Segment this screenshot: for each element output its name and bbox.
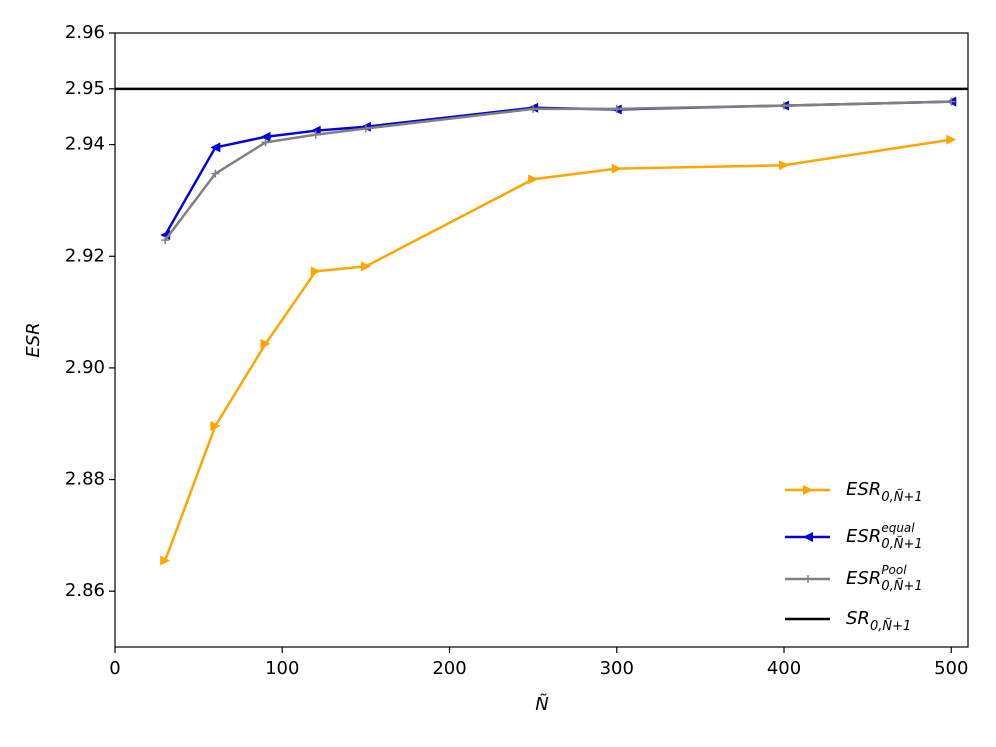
legend-sub: 0,Ñ+1 [881, 536, 922, 552]
marker [210, 142, 221, 153]
y-axis-label: ESR [23, 322, 44, 357]
marker [310, 266, 321, 277]
marker [779, 160, 790, 171]
legend-label: ESRPool 0,Ñ+1 [846, 563, 923, 594]
marker [780, 101, 789, 110]
legend-marker [803, 532, 813, 542]
marker [311, 130, 320, 139]
legend-label: ESRequal 0,Ñ+1 [846, 521, 923, 552]
legend-label: ESR0,Ñ+1 [846, 479, 923, 505]
legend-name: SR [846, 608, 870, 629]
marker [261, 138, 270, 147]
marker [946, 134, 957, 145]
marker [612, 104, 621, 113]
y-tick-label: 2.88 [65, 469, 105, 490]
series-line [164, 100, 952, 236]
legend-marker [803, 485, 813, 495]
legend-sub: 0,Ñ+1 [881, 489, 922, 505]
x-tick-label: 300 [600, 658, 634, 679]
marker [528, 174, 539, 185]
legend-name: ESR [846, 568, 881, 589]
marker [260, 338, 271, 349]
marker [160, 555, 171, 566]
marker [211, 169, 220, 178]
x-tick-label: 0 [109, 658, 120, 679]
marker [210, 420, 221, 431]
x-tick-label: 400 [767, 658, 801, 679]
legend-sub: 0,Ñ+1 [881, 578, 922, 594]
y-tick-label: 2.95 [65, 78, 105, 99]
y-tick-label: 2.90 [65, 357, 105, 378]
legend-sub: 0,Ñ+1 [870, 618, 911, 634]
series-line [164, 100, 952, 241]
x-tick-label: 200 [432, 658, 466, 679]
marker [161, 236, 170, 245]
legend-name: ESR [846, 526, 881, 547]
y-tick-label: 2.92 [65, 245, 105, 266]
legend-label: SR0,Ñ+1 [846, 608, 911, 634]
legend-sup: equal [881, 521, 915, 535]
legend-name: ESR [846, 479, 881, 500]
y-tick-label: 2.86 [65, 580, 105, 601]
marker [360, 261, 371, 272]
legend-sup: Pool [881, 563, 907, 577]
legend-marker [804, 575, 812, 583]
marker [529, 104, 538, 113]
marker [260, 131, 271, 142]
x-tick-label: 100 [265, 658, 299, 679]
plot-frame [114, 32, 969, 648]
x-tick-label: 500 [934, 658, 968, 679]
y-tick-label: 2.94 [65, 134, 105, 155]
x-axis-label: Ñ [535, 693, 548, 715]
marker [611, 163, 622, 174]
marker [361, 124, 370, 133]
series-line [164, 138, 952, 561]
y-tick-label: 2.96 [65, 22, 105, 43]
marker [947, 97, 956, 106]
